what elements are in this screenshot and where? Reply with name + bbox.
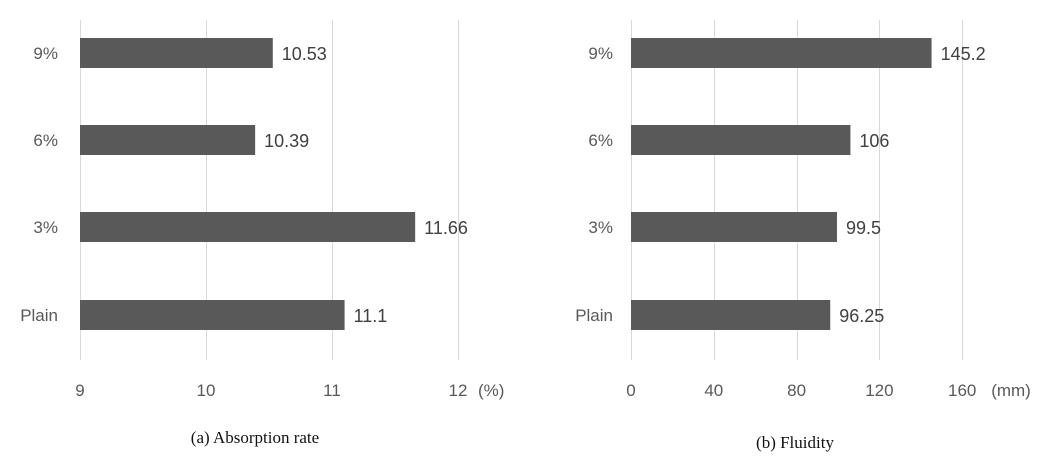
x-tick-label: 11 xyxy=(323,381,341,400)
category-label: Plain xyxy=(575,306,613,325)
bar-plain xyxy=(80,300,345,330)
bar-3pct xyxy=(631,212,837,242)
data-label: 11.1 xyxy=(354,306,388,326)
category-label: 6% xyxy=(588,131,613,150)
bar-6pct xyxy=(80,125,256,155)
chart-fluidity: 0 40 80 120 160 (mm) Plain 96.25 3% 99.5 6% 106 9% 14… xyxy=(575,20,1031,452)
x-tick-label: 40 xyxy=(704,381,723,400)
x-tick-label: 9 xyxy=(75,381,84,400)
category-label: 3% xyxy=(33,218,58,237)
chart-caption: (b) Fluidity xyxy=(756,433,834,452)
category-label: 9% xyxy=(33,44,58,63)
data-label: 145.2 xyxy=(941,44,986,64)
x-axis-unit: (mm) xyxy=(991,381,1031,400)
data-label: 96.25 xyxy=(839,306,884,326)
chart-absorption: 9 10 11 12 (%) Plain 11.1 3% 11.66 6% 10.39 9% 10.53… xyxy=(20,20,504,447)
x-tick-label: 80 xyxy=(787,381,806,400)
data-label: 99.5 xyxy=(846,218,881,238)
x-tick-label: 10 xyxy=(197,381,216,400)
x-tick-label: 160 xyxy=(948,381,976,400)
chart-caption: (a) Absorption rate xyxy=(191,428,319,447)
data-label: 10.39 xyxy=(264,131,309,151)
category-label: 6% xyxy=(33,131,58,150)
bar-9pct xyxy=(80,38,273,68)
bar-9pct xyxy=(631,38,932,68)
bar-plain xyxy=(631,300,831,330)
x-tick-label: 12 xyxy=(449,381,468,400)
data-label: 11.66 xyxy=(424,218,468,238)
data-label: 10.53 xyxy=(282,44,327,64)
x-tick-label: 120 xyxy=(865,381,893,400)
category-label: 3% xyxy=(588,218,613,237)
category-label: Plain xyxy=(20,306,58,325)
category-label: 9% xyxy=(588,44,613,63)
x-tick-label: 0 xyxy=(626,381,635,400)
bar-6pct xyxy=(631,125,851,155)
bar-3pct xyxy=(80,212,416,242)
data-label: 106 xyxy=(859,131,889,151)
x-axis-unit: (%) xyxy=(478,381,504,400)
